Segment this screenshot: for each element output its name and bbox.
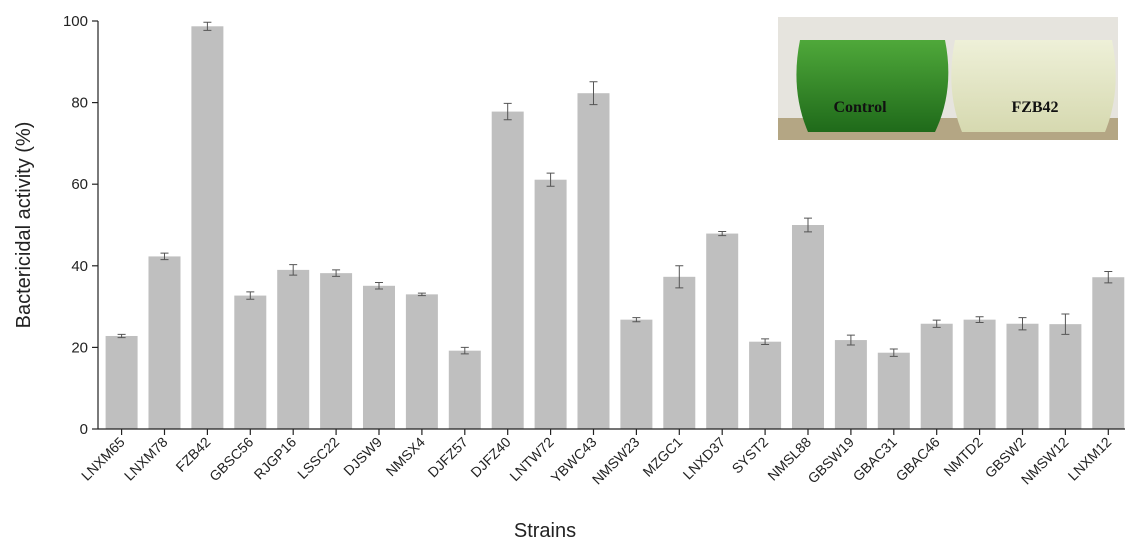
x-tick-label: GBAC46 xyxy=(892,434,943,485)
y-tick-label: 20 xyxy=(71,339,88,356)
x-tick-label: NMSW23 xyxy=(589,434,643,488)
bar xyxy=(191,26,223,429)
bar xyxy=(749,342,781,429)
y-tick-label: 80 xyxy=(71,95,88,112)
bar xyxy=(492,112,524,429)
control-flask xyxy=(796,40,948,132)
bar xyxy=(406,294,438,429)
x-tick-label: LSSC22 xyxy=(294,434,342,482)
bar xyxy=(921,324,953,429)
bar xyxy=(277,270,309,429)
chart: Control FZB42 Strains Bactericidal activ… xyxy=(0,0,1125,547)
x-tick-label: DJFZ57 xyxy=(424,434,471,481)
inset-photo: Control FZB42 xyxy=(778,17,1118,140)
bar xyxy=(577,93,609,429)
x-tick-label: NMSW12 xyxy=(1018,434,1072,488)
x-tick-label: LNXM78 xyxy=(121,434,171,484)
x-tick-label: FZB42 xyxy=(172,434,213,475)
x-tick-label: SYST2 xyxy=(729,434,772,477)
x-tick-label: DJSW9 xyxy=(340,434,385,479)
inset-label: Control xyxy=(833,99,887,116)
x-axis-title: Strains xyxy=(514,520,576,542)
y-tick-label: 100 xyxy=(63,13,88,30)
x-tick-label: LNXM65 xyxy=(78,434,128,484)
bar xyxy=(620,320,652,429)
bar xyxy=(792,225,824,429)
bar xyxy=(320,273,352,429)
y-axis-title: Bactericidal activity (%) xyxy=(13,122,35,329)
bar xyxy=(106,336,138,429)
x-tick-label: NMSX4 xyxy=(383,434,429,480)
bar xyxy=(234,296,266,429)
y-tick-label: 0 xyxy=(80,421,88,438)
bar xyxy=(1049,324,1081,429)
bar xyxy=(663,277,695,429)
x-tick-label: GBAC31 xyxy=(850,434,901,485)
y-tick-label: 40 xyxy=(71,258,88,275)
bar xyxy=(1006,324,1038,429)
y-tick-label: 60 xyxy=(71,176,88,193)
fzb42-flask xyxy=(951,40,1115,132)
bar xyxy=(1092,277,1124,429)
bar xyxy=(878,353,910,429)
bar xyxy=(363,286,395,429)
bar xyxy=(535,180,567,429)
x-tick-label: GBSC56 xyxy=(206,434,257,485)
x-tick-label: RJGP16 xyxy=(251,434,300,483)
bar xyxy=(706,234,738,429)
x-tick-label: MZGC1 xyxy=(639,434,685,480)
x-tick-label: LNXD37 xyxy=(680,434,729,483)
x-tick-label: NMTD2 xyxy=(940,434,986,480)
bar xyxy=(835,340,867,429)
bar xyxy=(449,351,481,429)
x-tick-label: GBSW19 xyxy=(804,434,857,487)
x-tick-label: LNXM12 xyxy=(1065,434,1115,484)
bar xyxy=(964,320,996,429)
inset-label: FZB42 xyxy=(1011,99,1058,116)
bar xyxy=(148,256,180,429)
